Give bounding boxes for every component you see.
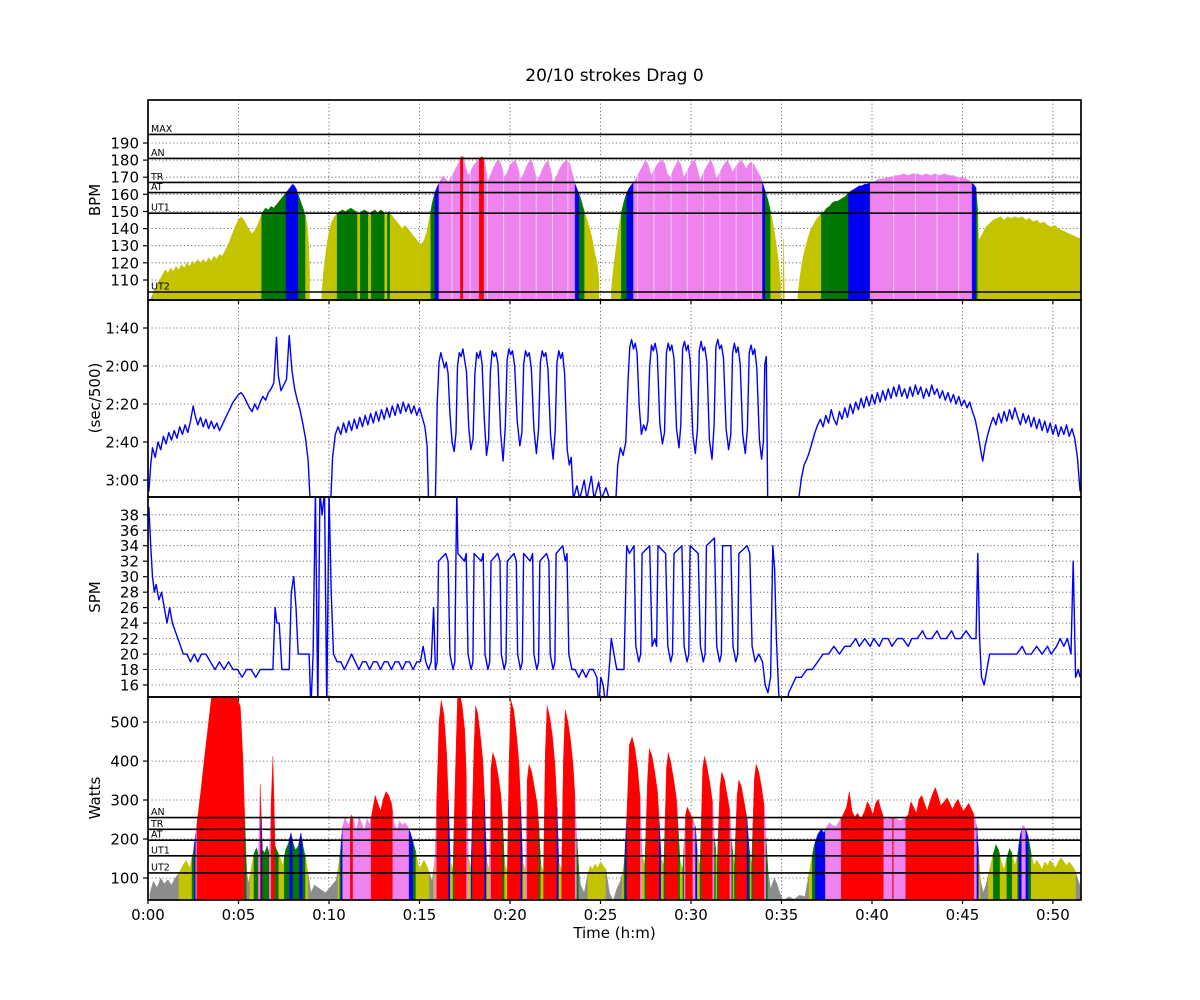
svg-text:24: 24 bbox=[120, 615, 139, 633]
svg-text:UT1: UT1 bbox=[151, 845, 170, 856]
svg-text:20: 20 bbox=[120, 646, 139, 664]
svg-text:22: 22 bbox=[120, 630, 139, 648]
svg-text:16: 16 bbox=[120, 677, 139, 695]
svg-text:170: 170 bbox=[110, 169, 139, 187]
svg-text:TR: TR bbox=[150, 819, 164, 830]
svg-text:UT2: UT2 bbox=[151, 282, 170, 293]
svg-text:500: 500 bbox=[110, 714, 139, 732]
svg-text:100: 100 bbox=[110, 870, 139, 888]
svg-text:0:35: 0:35 bbox=[765, 906, 799, 924]
svg-text:0:30: 0:30 bbox=[674, 906, 708, 924]
svg-text:UT1: UT1 bbox=[151, 203, 170, 214]
svg-text:28: 28 bbox=[120, 584, 139, 602]
svg-text:2:40: 2:40 bbox=[105, 434, 139, 452]
svg-text:2:20: 2:20 bbox=[105, 396, 139, 414]
svg-text:0:00: 0:00 bbox=[131, 906, 165, 924]
svg-text:32: 32 bbox=[120, 553, 139, 571]
svg-text:0:15: 0:15 bbox=[403, 906, 437, 924]
svg-text:0:20: 0:20 bbox=[493, 906, 527, 924]
svg-text:400: 400 bbox=[110, 753, 139, 771]
svg-text:130: 130 bbox=[110, 237, 139, 255]
svg-text:120: 120 bbox=[110, 254, 139, 272]
svg-text:140: 140 bbox=[110, 220, 139, 238]
svg-text:3:00: 3:00 bbox=[105, 472, 139, 490]
svg-text:180: 180 bbox=[110, 152, 139, 170]
svg-text:110: 110 bbox=[110, 272, 139, 290]
svg-text:26: 26 bbox=[120, 599, 139, 617]
panel-pace: 1:40 2:00 2:20 2:40 3:00 bbox=[105, 299, 1082, 501]
svg-text:34: 34 bbox=[120, 537, 139, 555]
svg-text:AN: AN bbox=[151, 807, 165, 818]
chart-title: 20/10 strokes Drag 0 bbox=[525, 66, 704, 86]
svg-text:18: 18 bbox=[120, 661, 139, 679]
svg-text:1:40: 1:40 bbox=[105, 320, 139, 338]
svg-text:0:50: 0:50 bbox=[1036, 906, 1070, 924]
svg-text:160: 160 bbox=[110, 186, 139, 204]
svg-text:190: 190 bbox=[110, 135, 139, 153]
svg-text:38: 38 bbox=[120, 506, 139, 524]
svg-text:0:25: 0:25 bbox=[584, 906, 618, 924]
svg-text:MAX: MAX bbox=[151, 124, 173, 135]
x-axis-label: Time (h:m) bbox=[573, 924, 656, 942]
svg-text:30: 30 bbox=[120, 568, 139, 586]
svg-text:300: 300 bbox=[110, 792, 139, 810]
svg-text:0:05: 0:05 bbox=[222, 906, 256, 924]
svg-text:200: 200 bbox=[110, 831, 139, 849]
svg-text:0:45: 0:45 bbox=[946, 906, 980, 924]
svg-text:UT2: UT2 bbox=[151, 862, 170, 873]
svg-text:AT: AT bbox=[151, 830, 163, 841]
svg-text:0:10: 0:10 bbox=[312, 906, 346, 924]
svg-text:36: 36 bbox=[120, 522, 139, 540]
svg-text:AN: AN bbox=[151, 148, 165, 159]
svg-text:0:40: 0:40 bbox=[855, 906, 889, 924]
svg-text:150: 150 bbox=[110, 203, 139, 221]
svg-text:AT: AT bbox=[151, 182, 163, 193]
svg-text:2:00: 2:00 bbox=[105, 358, 139, 376]
svg-text:TR: TR bbox=[150, 172, 164, 183]
